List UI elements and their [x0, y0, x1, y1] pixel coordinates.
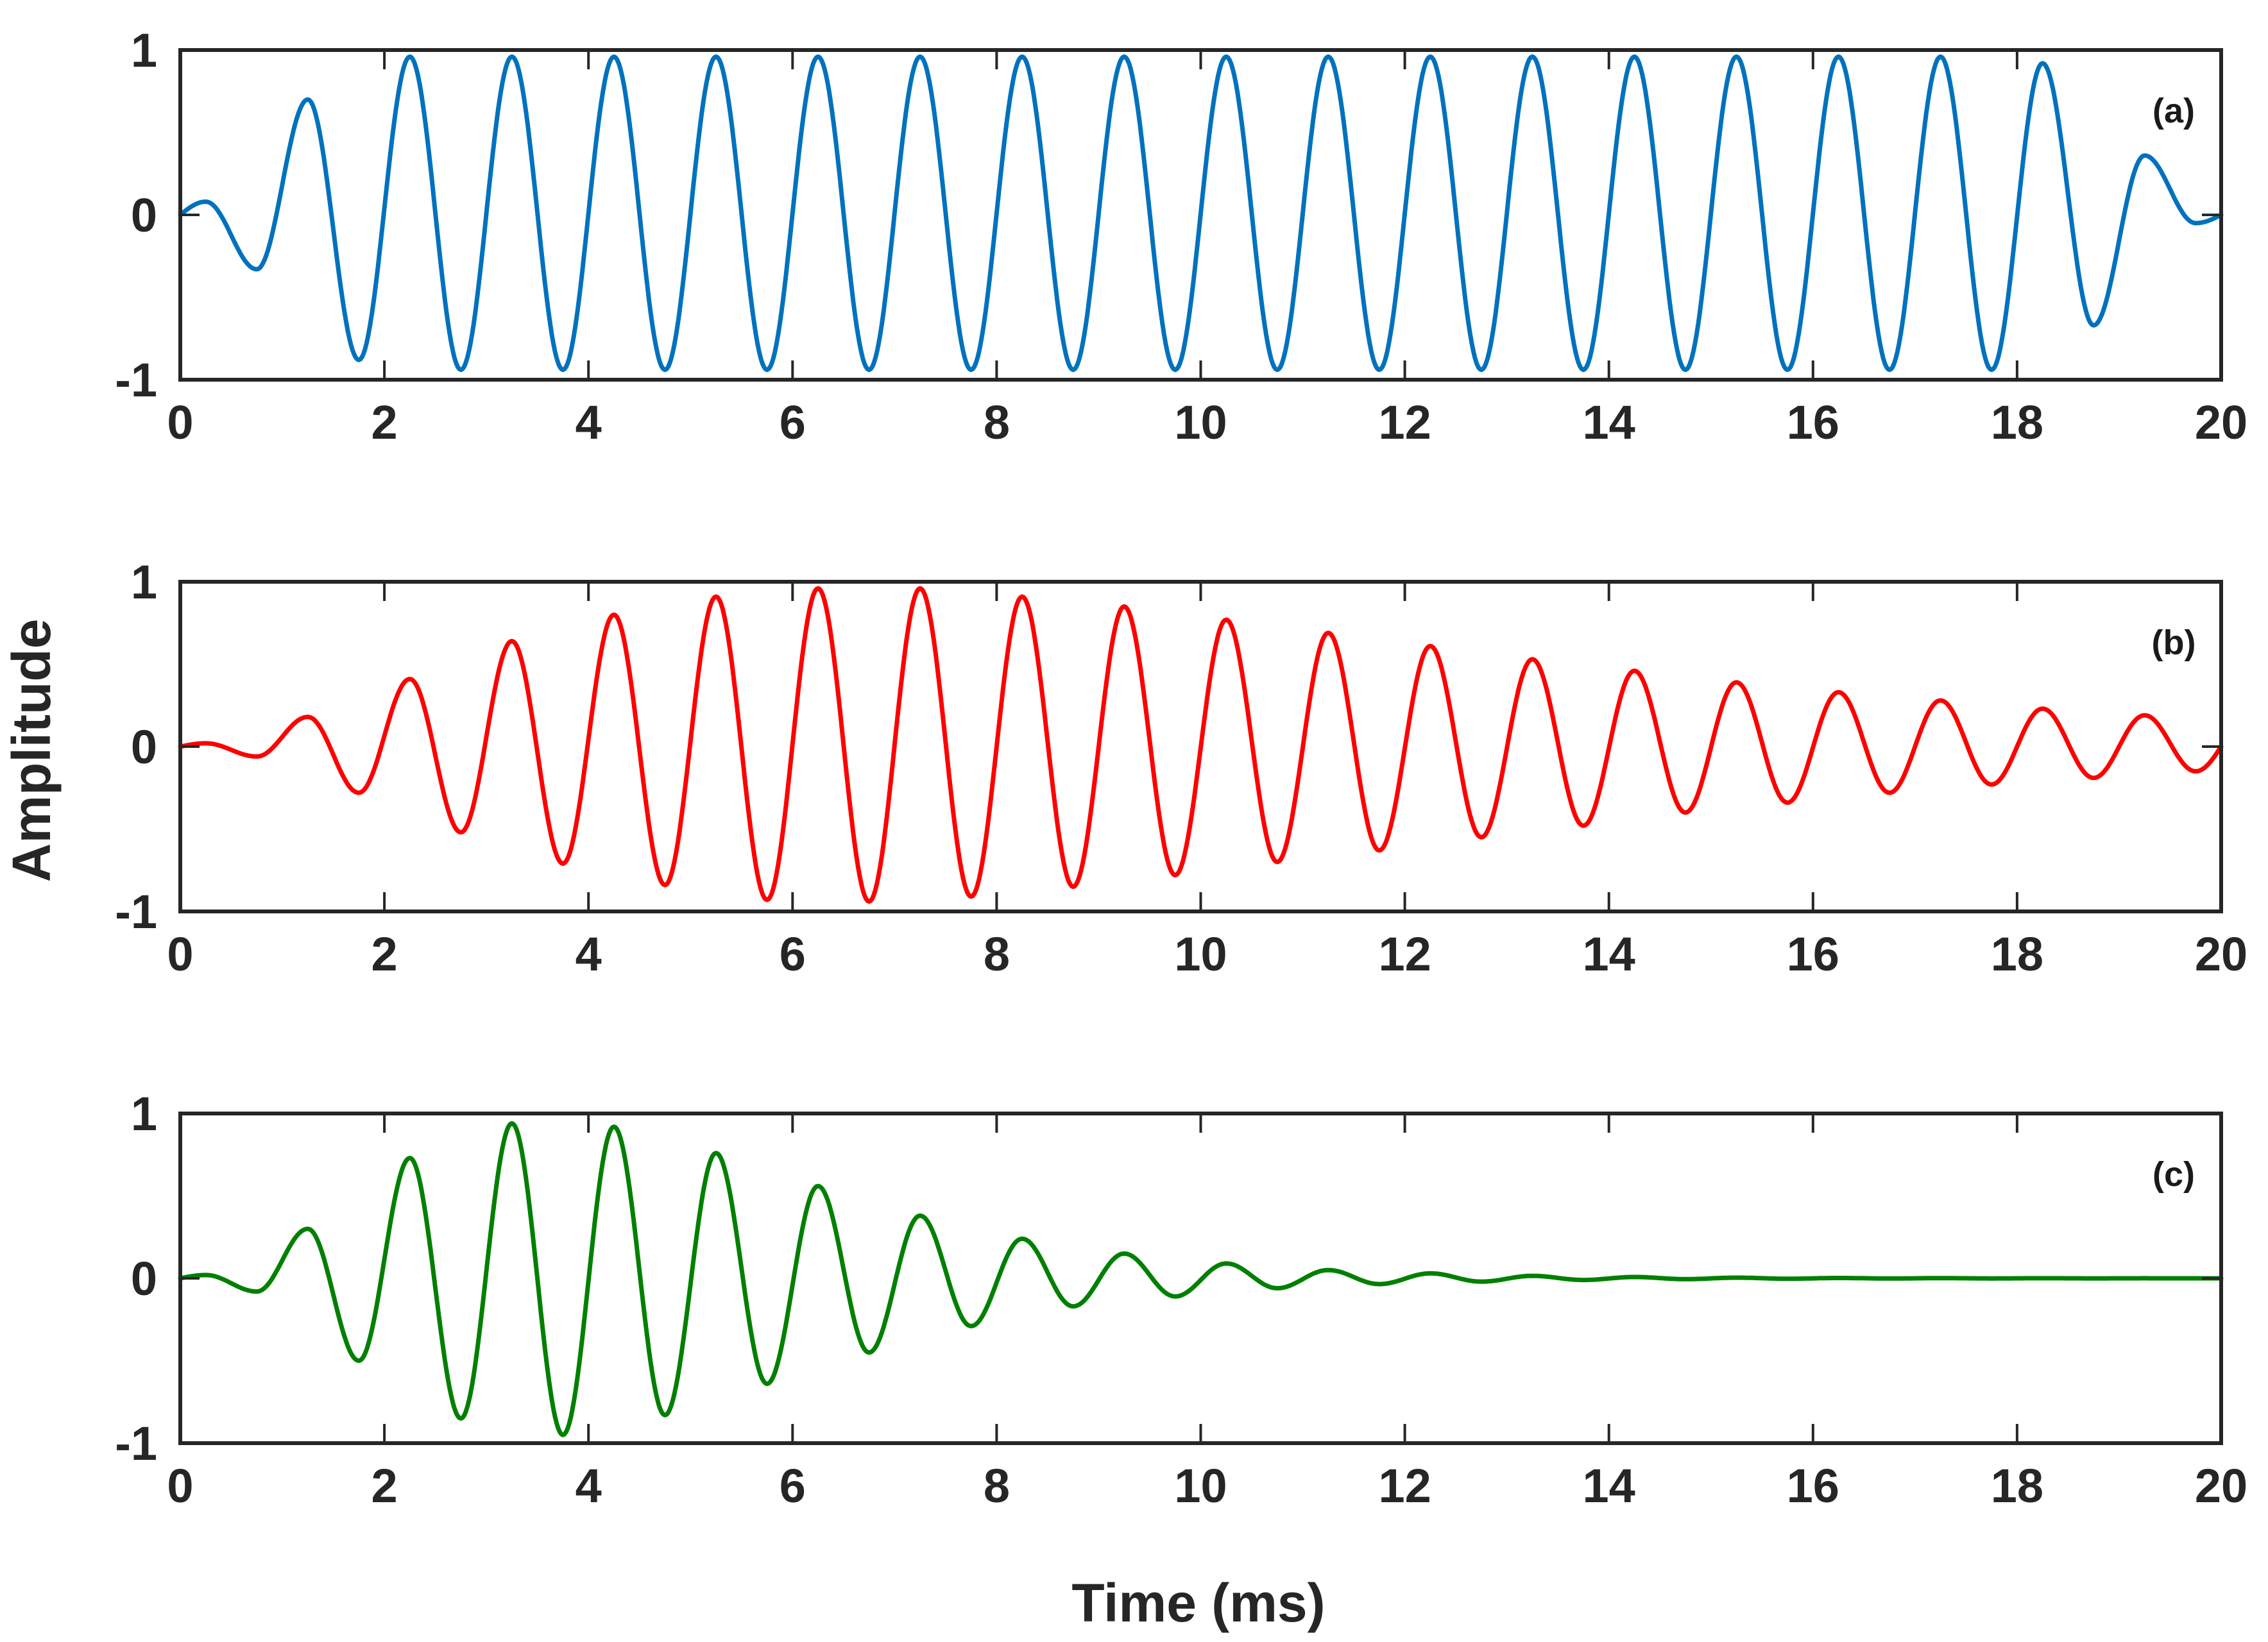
x-tick-label: 4: [576, 396, 602, 449]
y-tick-label: -1: [115, 353, 157, 407]
x-tick-label: 6: [780, 396, 806, 449]
x-tick-label: 0: [167, 927, 193, 981]
panel-label-c: (c): [2153, 1155, 2195, 1194]
x-tick-label: 0: [167, 396, 193, 449]
y-tick-label: 1: [131, 24, 157, 77]
panel-label-a: (a): [2153, 92, 2195, 130]
panel-label-b: (b): [2152, 623, 2196, 662]
x-tick-label: 0: [167, 1459, 193, 1512]
x-tick-label: 16: [1787, 396, 1839, 449]
x-tick-label: 2: [371, 927, 398, 981]
x-tick-label: 10: [1174, 1459, 1227, 1512]
panel-c: 0 2 4 6 8 10 12 14 16 18 20-101(c): [115, 1087, 2247, 1512]
series-line-a: [178, 54, 2224, 373]
x-tick-label: 6: [780, 927, 806, 981]
panels-group: 0 2 4 6 8 10 12 14 16 18 20-101(a)0 2 4 6 8 10 12 14 16 18 2…: [115, 24, 2247, 1512]
x-tick-label: 4: [576, 927, 602, 981]
x-tick-label: 18: [1991, 396, 2043, 449]
x-tick-label: 10: [1174, 396, 1227, 449]
x-tick-label: 10: [1174, 927, 1227, 981]
y-tick-label: -1: [115, 1417, 157, 1470]
x-tick-label: 12: [1378, 927, 1431, 981]
x-tick-label: 20: [2195, 927, 2247, 981]
y-tick-label: 0: [131, 1252, 157, 1305]
y-tick-label: 1: [131, 1087, 157, 1140]
series-line-c: [178, 1121, 2224, 1437]
x-tick-label: 6: [780, 1459, 806, 1512]
x-tick-label: 12: [1378, 396, 1431, 449]
y-tick-label: 0: [131, 720, 157, 774]
x-tick-label: 18: [1991, 1459, 2043, 1512]
y-tick-label: 0: [131, 189, 157, 242]
x-tick-label: 2: [371, 1459, 398, 1512]
x-tick-label: 20: [2195, 396, 2247, 449]
x-tick-label: 2: [371, 396, 398, 449]
x-tick-label: 12: [1378, 1459, 1431, 1512]
x-tick-label: 14: [1583, 927, 1635, 981]
x-tick-label: 8: [984, 396, 1010, 449]
y-tick-label: 1: [131, 555, 157, 609]
x-tick-label: 14: [1583, 1459, 1635, 1512]
x-tick-label: 16: [1787, 927, 1839, 981]
y-tick-label: -1: [115, 885, 157, 938]
panel-a: 0 2 4 6 8 10 12 14 16 18 20-101(a): [115, 24, 2247, 449]
x-tick-label: 14: [1583, 396, 1635, 449]
series-line-b: [178, 586, 2224, 904]
x-tick-label: 16: [1787, 1459, 1839, 1512]
x-tick-label: 8: [984, 1459, 1010, 1512]
x-tick-label: 8: [984, 927, 1010, 981]
x-tick-label: 4: [576, 1459, 602, 1512]
x-tick-label: 18: [1991, 927, 2043, 981]
x-axis-label: Time (ms): [1071, 1573, 1325, 1633]
panel-b: 0 2 4 6 8 10 12 14 16 18 20-101(b): [115, 555, 2247, 981]
x-tick-label: 20: [2195, 1459, 2247, 1512]
y-axis-label: Amplitude: [1, 619, 62, 883]
